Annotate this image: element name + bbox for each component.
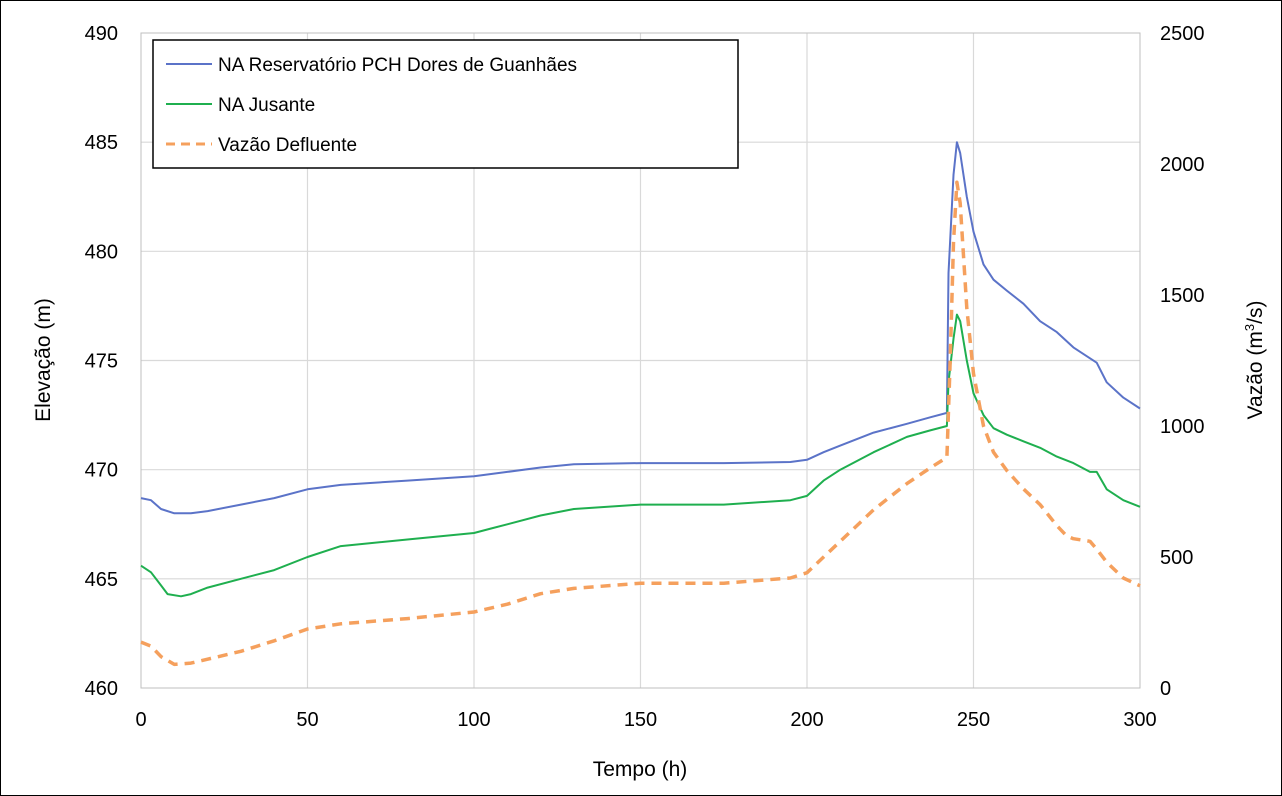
x-tick-label: 0 — [135, 709, 146, 731]
y-left-axis-title: Elevação (m) — [32, 298, 55, 422]
y-left-tick-label: 475 — [85, 351, 118, 373]
x-axis-title: Tempo (h) — [593, 758, 688, 781]
y-right-tick-label: 500 — [1160, 547, 1193, 569]
y-left-tick-label: 460 — [85, 678, 118, 700]
y-right-tick-label: 0 — [1160, 678, 1171, 700]
y-right-axis-title-suffix: /s) — [1244, 301, 1267, 324]
legend-label-jusante: NA Jusante — [218, 95, 315, 116]
x-tick-labels: 0 50 100 150 200 250 300 — [135, 709, 1156, 731]
series-reservatorio — [140, 141, 1141, 515]
y-left-tick-label: 470 — [85, 460, 118, 482]
legend-label-reservatorio: NA Reservatório PCH Dores de Guanhães — [218, 55, 577, 76]
y-right-axis-title: Vazão (m3/s) — [1242, 301, 1267, 420]
legend-label-vazao: Vazão Defluente — [218, 135, 357, 156]
x-tick-label: 250 — [957, 709, 990, 731]
series-vazao-defluente — [140, 180, 1141, 667]
legend: NA Reservatório PCH Dores de Guanhães NA… — [152, 39, 739, 169]
y-left-tick-label: 465 — [85, 569, 118, 591]
y-right-tick-label: 2000 — [1160, 154, 1205, 176]
x-tick-label: 200 — [790, 709, 823, 731]
series-jusante — [140, 313, 1141, 598]
x-tick-label: 100 — [457, 709, 490, 731]
y-right-tick-label: 1000 — [1160, 416, 1205, 438]
legend-box — [152, 39, 739, 169]
y-right-axis-title-prefix: Vazão (m — [1244, 331, 1267, 419]
y-right-axis-title-sup: 3 — [1242, 324, 1257, 331]
y-left-tick-labels: 460 465 470 475 480 485 490 — [85, 23, 118, 700]
x-tick-label: 300 — [1123, 709, 1156, 731]
y-left-tick-label: 490 — [85, 23, 118, 45]
x-tick-label: 50 — [296, 709, 318, 731]
x-tick-label: 150 — [624, 709, 657, 731]
y-right-tick-label: 1500 — [1160, 285, 1205, 307]
plot-area-border — [140, 32, 1141, 689]
y-right-tick-labels: 0 500 1000 1500 2000 2500 — [1160, 23, 1205, 700]
series-layer — [140, 141, 1141, 667]
y-right-tick-label: 2500 — [1160, 23, 1205, 45]
y-left-tick-label: 480 — [85, 241, 118, 263]
y-left-tick-label: 485 — [85, 132, 118, 154]
